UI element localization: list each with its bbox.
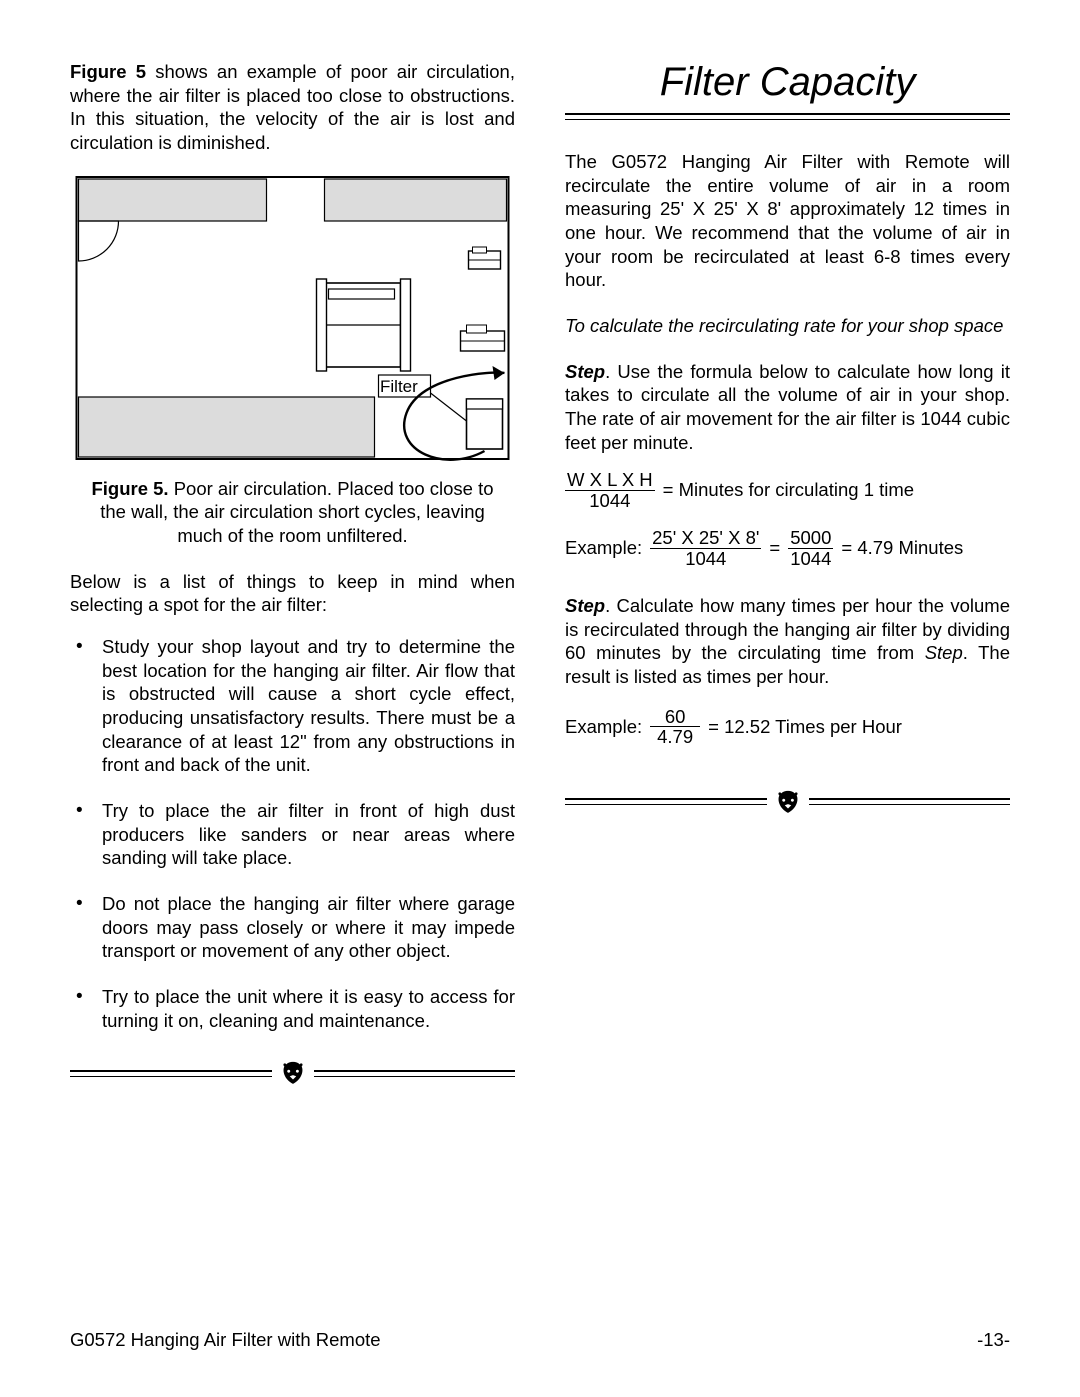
- step1-para: Step. Use the formula below to calculate…: [565, 360, 1010, 455]
- denominator: 1044: [650, 549, 761, 568]
- footer-product: G0572 Hanging Air Filter with Remote: [70, 1329, 381, 1351]
- figure-5-diagram: Filter: [70, 173, 515, 463]
- list-item: Try to place the unit where it is easy t…: [98, 985, 515, 1032]
- filter-label: Filter: [380, 377, 418, 397]
- page-footer: G0572 Hanging Air Filter with Remote -13…: [70, 1329, 1010, 1351]
- formula-1: W X L X H 1044 = Minutes for circulating…: [565, 470, 1010, 510]
- floorplan-svg: [70, 173, 515, 463]
- formula-eq: = Minutes for circulating 1 time: [663, 479, 914, 501]
- step1-text: . Use the formula below to calculate how…: [565, 361, 1010, 453]
- step1-label: Step: [565, 361, 605, 382]
- fraction: W X L X H 1044: [565, 470, 655, 510]
- title-rule: [565, 113, 1010, 120]
- numerator: 60: [650, 707, 700, 727]
- below-intro: Below is a list of things to keep in min…: [70, 570, 515, 617]
- left-column: Figure 5 shows an example of poor air ci…: [70, 60, 515, 1088]
- step2-para: Step. Calculate how many times per hour …: [565, 594, 1010, 689]
- placement-bullets: Study your shop layout and try to determ…: [70, 635, 515, 1032]
- section-divider: [565, 787, 1010, 817]
- right-column: Filter Capacity The G0572 Hanging Air Fi…: [565, 60, 1010, 1088]
- example2-label: Example:: [565, 716, 642, 738]
- fraction: 60 4.79: [650, 707, 700, 747]
- figure-5-caption: Figure 5. Poor air circulation. Placed t…: [80, 477, 505, 548]
- denominator: 1044: [565, 491, 655, 510]
- calc-subhead: To calculate the recirculating rate for …: [565, 314, 1010, 338]
- rule-line: [314, 1070, 516, 1077]
- numerator: W X L X H: [565, 470, 655, 490]
- filter-capacity-title: Filter Capacity: [565, 60, 1010, 105]
- numerator: 5000: [788, 528, 833, 548]
- list-item: Study your shop layout and try to determ…: [98, 635, 515, 777]
- equals-sign: =: [769, 537, 780, 559]
- example-2: Example: 60 4.79 = 12.52 Times per Hour: [565, 707, 1010, 747]
- rule-line: [70, 1070, 272, 1077]
- bear-icon: [278, 1058, 308, 1088]
- figure-ref: Figure 5: [70, 61, 146, 82]
- list-item: Try to place the air filter in front of …: [98, 799, 515, 870]
- fraction: 5000 1044: [788, 528, 833, 568]
- step2-label: Step: [565, 595, 605, 616]
- caption-prefix: Figure 5.: [91, 478, 168, 499]
- denominator: 1044: [788, 549, 833, 568]
- numerator: 25' X 25' X 8': [650, 528, 761, 548]
- example2-result: = 12.52 Times per Hour: [708, 716, 902, 738]
- example1-result: = 4.79 Minutes: [841, 537, 963, 559]
- example1-label: Example:: [565, 537, 642, 559]
- footer-page-number: -13-: [977, 1329, 1010, 1351]
- rule-line: [565, 798, 767, 805]
- section-divider: [70, 1058, 515, 1088]
- step2-step-ref: Step: [925, 642, 963, 663]
- rule-line: [809, 798, 1011, 805]
- intro-paragraph: Figure 5 shows an example of poor air ci…: [70, 60, 515, 155]
- capacity-para1: The G0572 Hanging Air Filter with Remote…: [565, 150, 1010, 292]
- denominator: 4.79: [650, 727, 700, 746]
- example-1: Example: 25' X 25' X 8' 1044 = 5000 1044…: [565, 528, 1010, 568]
- bear-icon: [773, 787, 803, 817]
- fraction: 25' X 25' X 8' 1044: [650, 528, 761, 568]
- list-item: Do not place the hanging air filter wher…: [98, 892, 515, 963]
